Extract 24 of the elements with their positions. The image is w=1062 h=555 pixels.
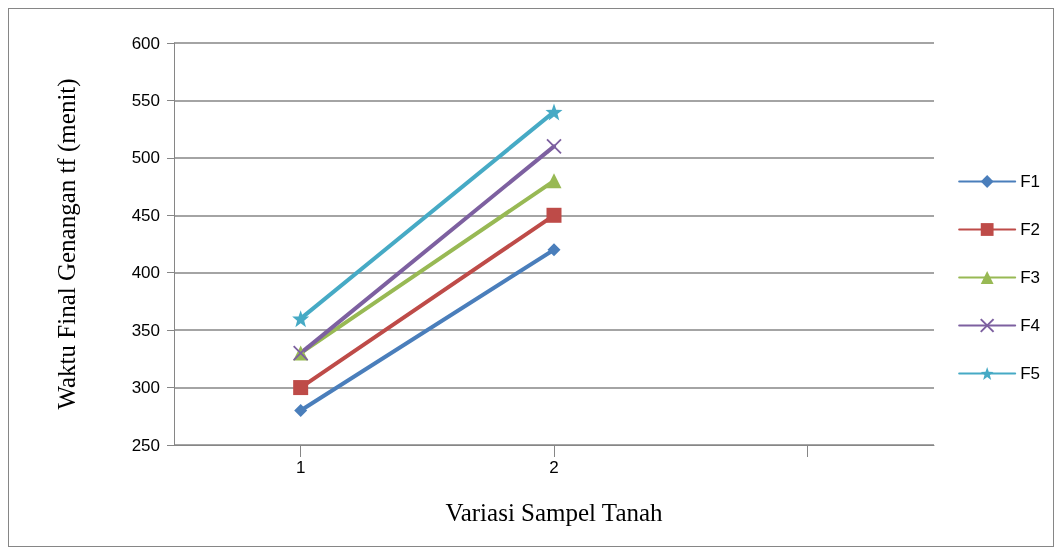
point <box>545 103 563 121</box>
legend-label: F4 <box>1020 316 1040 335</box>
point <box>546 207 562 223</box>
point <box>546 138 562 155</box>
legend-label: F3 <box>1020 268 1040 287</box>
y-axis-title: Waktu Final Genangan tf (menit) <box>53 78 81 410</box>
x-tick-label: 1 <box>295 458 306 477</box>
legend-label: F1 <box>1020 172 1040 191</box>
x-axis-title: Variasi Sampel Tanah <box>445 499 664 526</box>
y-tick-label: 550 <box>131 90 160 110</box>
point <box>293 380 309 396</box>
y-tick-label: 450 <box>131 205 160 225</box>
y-tick-label: 300 <box>131 378 160 398</box>
y-tick-label: 350 <box>131 320 160 340</box>
point <box>292 310 310 328</box>
y-tick-label: 400 <box>131 263 160 283</box>
y-tick-label: 250 <box>131 435 160 455</box>
x-tick-label: 2 <box>549 458 559 477</box>
legend-label: F2 <box>1020 220 1040 239</box>
y-tick-label: 500 <box>131 148 160 168</box>
point <box>547 243 561 257</box>
y-tick-label: 600 <box>131 33 160 53</box>
legend-label: F5 <box>1020 364 1040 383</box>
point <box>294 404 308 418</box>
